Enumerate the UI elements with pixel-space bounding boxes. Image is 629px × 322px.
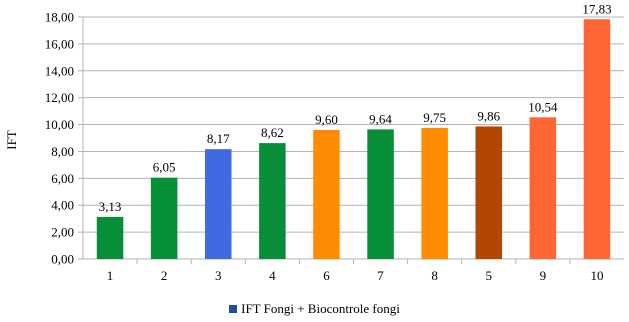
bar bbox=[96, 216, 124, 259]
bar-value-label: 8,62 bbox=[261, 125, 284, 140]
bar bbox=[475, 126, 503, 259]
x-tick-label: 5 bbox=[486, 268, 493, 283]
y-tick-label: 8,00 bbox=[51, 144, 74, 159]
x-tick-label: 2 bbox=[161, 268, 168, 283]
y-tick-label: 2,00 bbox=[51, 225, 74, 240]
y-tick-label: 10,00 bbox=[45, 117, 74, 132]
bar bbox=[204, 149, 232, 259]
y-axis-label: IFT bbox=[4, 130, 19, 150]
bar-value-label: 8,17 bbox=[207, 131, 230, 146]
y-tick-label: 16,00 bbox=[45, 36, 74, 51]
y-tick-label: 12,00 bbox=[45, 90, 74, 105]
bar-value-label: 10,54 bbox=[528, 99, 558, 114]
legend-swatch bbox=[229, 305, 238, 314]
bar bbox=[313, 129, 340, 259]
legend: IFT Fongi + Biocontrole fongi bbox=[0, 301, 629, 317]
bar-value-label: 9,86 bbox=[477, 108, 500, 123]
bar-value-label: 17,83 bbox=[582, 1, 611, 16]
bar-chart: 0,00 2,00 4,00 6,00 8,00 10,00 12,00 14,00 16,00… bbox=[4, 1, 624, 283]
bar bbox=[529, 117, 557, 259]
y-tick-label: 4,00 bbox=[51, 198, 74, 213]
x-tick-label: 1 bbox=[107, 268, 114, 283]
x-tick-label: 7 bbox=[377, 268, 384, 283]
y-tick-label: 14,00 bbox=[45, 63, 74, 78]
bar-value-label: 3,13 bbox=[99, 199, 122, 214]
bar-value-label: 9,75 bbox=[423, 110, 446, 125]
bar bbox=[150, 177, 178, 259]
bar bbox=[259, 143, 286, 259]
x-tick-label: 8 bbox=[431, 268, 438, 283]
bar bbox=[421, 127, 448, 260]
legend-label: IFT Fongi + Biocontrole fongi bbox=[241, 301, 400, 316]
bars bbox=[96, 19, 611, 260]
x-tick-label: 3 bbox=[215, 268, 222, 283]
x-axis-ticks: 1 2 3 4 6 7 8 5 9 10 bbox=[107, 259, 603, 283]
x-tick-label: 4 bbox=[269, 268, 276, 283]
y-axis-ticks: 0,00 2,00 4,00 6,00 8,00 10,00 12,00 14,00 16,00… bbox=[45, 10, 83, 267]
x-tick-label: 6 bbox=[323, 268, 330, 283]
bar-value-label: 6,05 bbox=[153, 160, 176, 175]
x-tick-label: 9 bbox=[540, 268, 547, 283]
value-labels: 3,13 6,05 8,17 8,62 9,60 9,64 9,75 9,86 10,54 17,… bbox=[99, 1, 612, 214]
bar bbox=[367, 129, 394, 259]
bar-value-label: 9,60 bbox=[315, 112, 338, 127]
bar-value-label: 9,64 bbox=[369, 111, 392, 126]
y-tick-label: 6,00 bbox=[51, 171, 74, 186]
x-tick-label: 10 bbox=[590, 268, 603, 283]
y-tick-label: 18,00 bbox=[45, 10, 74, 25]
y-tick-label: 0,00 bbox=[51, 252, 74, 267]
bar bbox=[583, 19, 611, 260]
